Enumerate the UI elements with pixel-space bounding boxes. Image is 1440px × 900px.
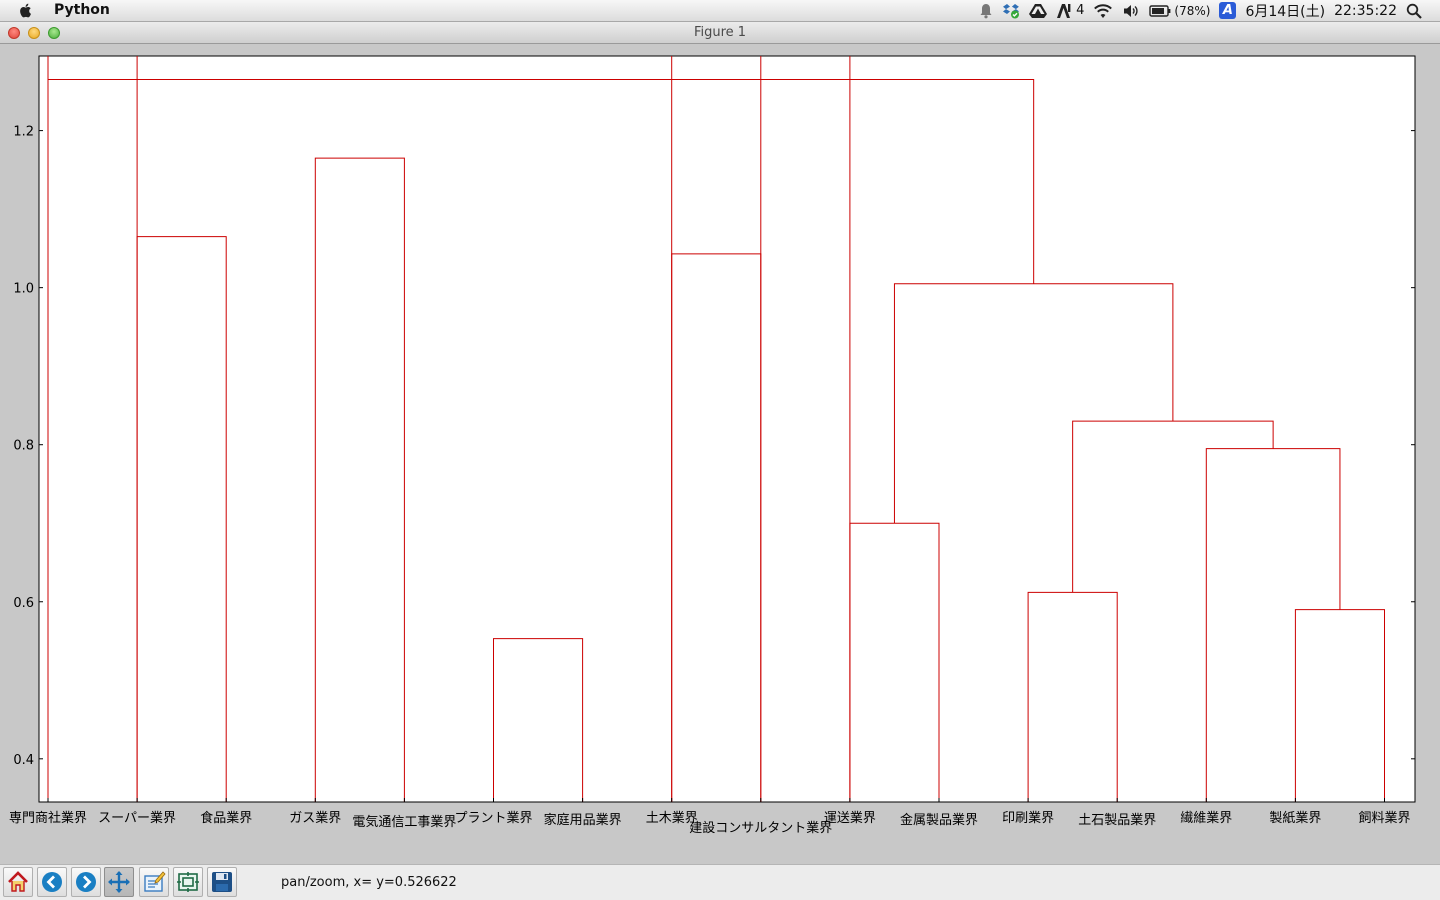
- save-icon: [212, 872, 232, 892]
- save-button[interactable]: [207, 867, 237, 897]
- dendrogram-link: [314, 157, 405, 802]
- leaf-label: 運送業界: [824, 810, 876, 826]
- navigation-toolbar: pan/zoom, x= y=0.526622: [0, 864, 1440, 900]
- window-title-bar: Figure 1: [0, 22, 1440, 44]
- leaf-label: 食品業界: [200, 810, 252, 826]
- back-icon: [42, 872, 62, 892]
- pan-button[interactable]: [104, 867, 134, 897]
- app-name[interactable]: Python: [54, 2, 110, 18]
- volume-icon[interactable]: [1122, 2, 1140, 19]
- input-method-label: A: [1219, 2, 1237, 19]
- y-tick-label: 0.6: [13, 596, 34, 611]
- drive-icon[interactable]: [1029, 2, 1048, 19]
- y-tick-label: 1.0: [13, 282, 34, 297]
- input-method-icon[interactable]: A: [1219, 2, 1237, 19]
- pan-icon: [108, 871, 130, 893]
- figure-canvas[interactable]: 0.4 0.6 0.8 1.0 1.2 専門商社業界 スーパー業界 食品業界 ガス業界 電気通信…: [0, 44, 1440, 864]
- menu-bar: Python 4 (78%) A 6月14日(土) 22:35:22: [0, 0, 1440, 22]
- dendrogram-link: [1205, 448, 1341, 802]
- leaf-label: 金属製品業界: [900, 812, 978, 828]
- leaf-label: スーパー業界: [98, 810, 176, 826]
- spotlight-search-icon[interactable]: [1406, 2, 1422, 19]
- y-axis-ticks: 0.4 0.6 0.8 1.0 1.2: [13, 125, 1415, 768]
- battery-icon[interactable]: (78%): [1149, 2, 1210, 19]
- extras-count: 4: [1076, 3, 1085, 18]
- y-tick-label: 0.8: [13, 439, 34, 454]
- leaf-label: 家庭用品業界: [544, 812, 622, 828]
- leaf-label: 専門商社業界: [9, 810, 87, 826]
- leaf-label: 繊維業界: [1180, 810, 1232, 826]
- dendrogram-plot[interactable]: 0.4 0.6 0.8 1.0 1.2 専門商社業界 スーパー業界 食品業界 ガス業界 電気通信…: [0, 44, 1440, 864]
- wifi-icon[interactable]: [1093, 2, 1113, 19]
- configure-subplots-button[interactable]: [139, 867, 169, 897]
- configure-subplots-icon: [144, 871, 166, 892]
- zoom-rect-button[interactable]: [173, 867, 203, 897]
- leaf-label: プラント業界: [454, 810, 532, 826]
- menubar-time[interactable]: 22:35:22: [1334, 2, 1397, 19]
- leaf-label: 飼料業界: [1358, 810, 1410, 826]
- close-window-button[interactable]: [8, 27, 20, 39]
- leaf-label: 製紙業界: [1269, 810, 1321, 826]
- leaf-label: ガス業界: [289, 810, 341, 826]
- battery-percent: (78%): [1174, 3, 1211, 18]
- dendrogram-link: [493, 638, 584, 802]
- home-icon: [8, 871, 28, 892]
- back-button[interactable]: [37, 867, 67, 897]
- leaf-label: 建設コンサルタント業界: [689, 820, 832, 836]
- leaf-label: 印刷業界: [1002, 810, 1054, 826]
- forward-icon: [76, 872, 96, 892]
- window-title: Figure 1: [693, 25, 747, 40]
- menubar-date[interactable]: 6月14日(土): [1245, 3, 1326, 20]
- y-tick-label: 0.4: [13, 753, 34, 768]
- zoom-window-button[interactable]: [48, 27, 60, 39]
- forward-button[interactable]: [71, 867, 101, 897]
- dendrogram-link: [1027, 591, 1118, 802]
- leaf-label: 土石製品業界: [1078, 812, 1156, 828]
- minimize-window-button[interactable]: [28, 27, 40, 39]
- leaf-label: 土木業界: [646, 810, 698, 826]
- zoom-rect-icon: [177, 872, 199, 892]
- apple-icon[interactable]: [18, 2, 34, 18]
- status-readout: pan/zoom, x= y=0.526622: [281, 875, 457, 890]
- y-tick-label: 1.2: [13, 125, 34, 140]
- adobe-icon[interactable]: 4: [1056, 2, 1084, 19]
- home-button[interactable]: [3, 867, 33, 897]
- notification-icon[interactable]: [979, 2, 993, 19]
- dendrogram-links: [47, 56, 1385, 802]
- dropbox-icon[interactable]: [1002, 2, 1020, 19]
- plot-area: [38, 55, 1416, 803]
- dendrogram-link: [1294, 609, 1385, 802]
- leaf-label: 電気通信工事業界: [352, 814, 456, 830]
